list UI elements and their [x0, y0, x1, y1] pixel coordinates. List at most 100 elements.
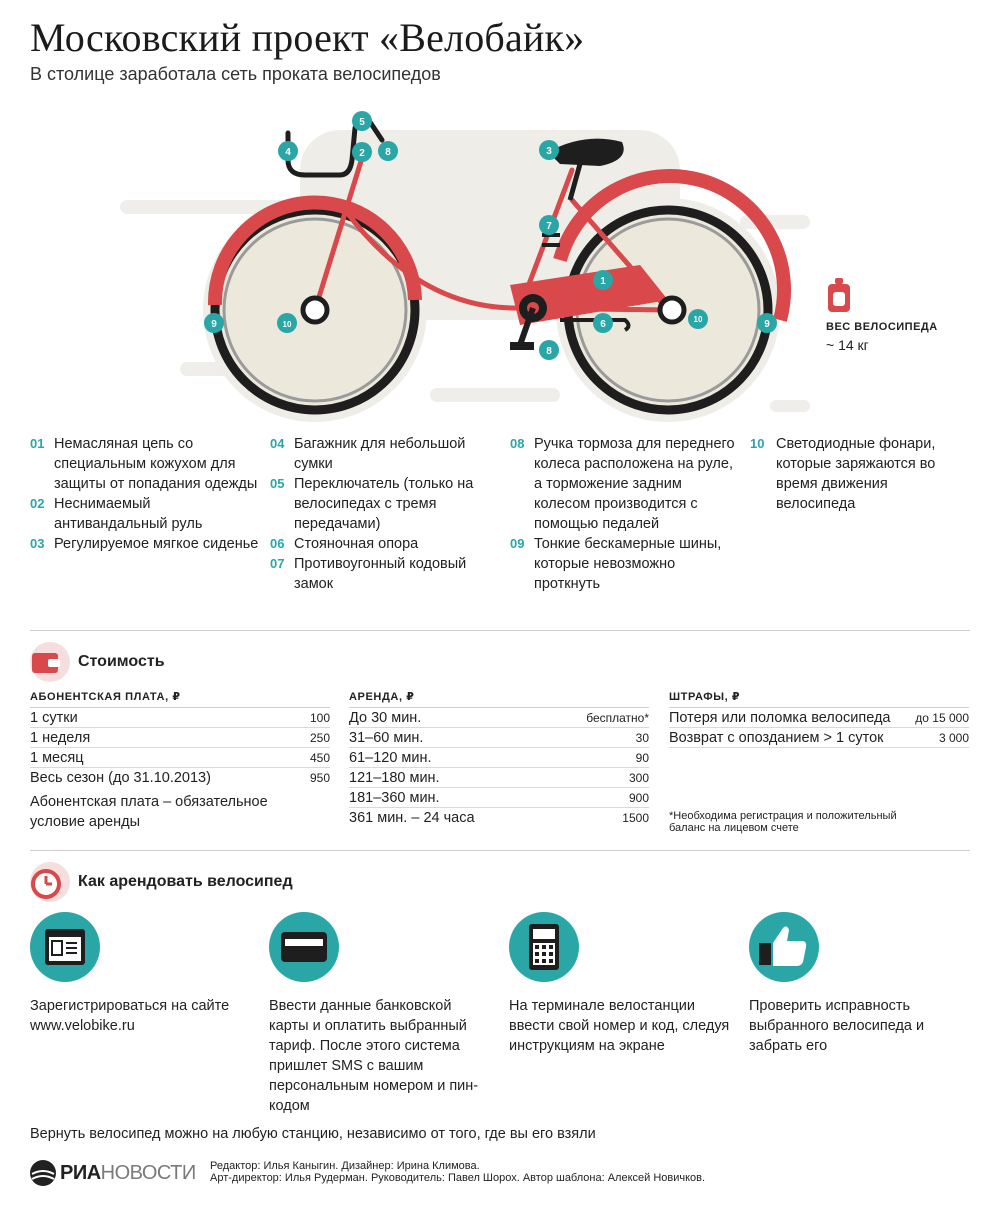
step-text: Зарегистрироваться на сайте www.velobike…	[30, 998, 230, 1034]
fines-table: ШТРАФЫ, ₽ Потеря или поломка велосипеда д…	[669, 686, 969, 748]
row-label: Возврат с опозданием > 1 суток	[669, 730, 884, 746]
row-value: до 15 000	[915, 711, 969, 725]
feature-number: 02	[30, 496, 45, 511]
logo-text-bold: РИА	[60, 1161, 101, 1184]
wallet-icon	[30, 642, 70, 682]
page-subtitle: В столице заработала сеть проката велоси…	[30, 64, 441, 84]
howto-title: Как арендовать велосипед	[78, 873, 293, 890]
table-row: 121–180 мин. 300	[349, 768, 649, 788]
svg-text:4: 4	[285, 147, 291, 158]
row-value: 30	[635, 731, 649, 745]
weight-label: ВЕС ВЕЛОСИПЕДА	[826, 321, 938, 333]
feature-text: Тонкие бескамерные шины, которые невозмо…	[534, 536, 722, 592]
credits: Редактор: Илья Каныгин. Дизайнер: Ирина …	[210, 1160, 705, 1184]
svg-text:8: 8	[385, 147, 391, 158]
step-text: Ввести данные банковской карты и оплатит…	[269, 998, 479, 1114]
row-label: Весь сезон (до 31.10.2013)	[30, 770, 211, 786]
row-value: 90	[635, 751, 649, 765]
feature-text: Багажник для небольшой сумки	[294, 436, 466, 472]
feature-number: 10	[750, 436, 765, 451]
step-text: Проверить исправность выбранного велосип…	[749, 998, 925, 1054]
features-col-4: 10 Светодиодные фонари, которые заряжаютс…	[750, 434, 960, 514]
feature-number: 03	[30, 536, 45, 551]
feature-item: 02 Неснимаемый антивандальный руль	[30, 494, 260, 534]
subscription-note: Абонентская плата – обязательное условие…	[30, 794, 268, 830]
row-label: 31–60 мин.	[349, 730, 424, 746]
svg-text:9: 9	[764, 319, 770, 330]
table-header: ШТРАФЫ, ₽	[669, 686, 969, 708]
feature-item: 03 Регулируемое мягкое сиденье	[30, 534, 260, 554]
divider	[30, 630, 970, 631]
svg-text:10: 10	[694, 315, 703, 324]
bike-drawing: 1 2 3 4 5 6 7 8 8 9 9 10 10	[120, 111, 810, 422]
table-row: 31–60 мин. 30	[349, 728, 649, 748]
row-value: 100	[309, 711, 330, 725]
svg-text:3: 3	[546, 146, 552, 157]
terminal-icon	[509, 912, 579, 982]
feature-number: 08	[510, 436, 525, 451]
page-title: Московский проект «Велобайк»	[30, 15, 585, 60]
feature-text: Ручка тормоза для переднего колеса распо…	[534, 436, 735, 532]
row-value: 950	[309, 771, 330, 785]
feature-text: Светодиодные фонари, которые заряжаются …	[776, 436, 936, 512]
feature-number: 05	[270, 476, 285, 491]
row-label: 1 неделя	[30, 730, 91, 746]
step-check: Проверить исправность выбранного велосип…	[749, 912, 974, 1056]
features-col-3: 08 Ручка тормоза для переднего колеса рас…	[510, 434, 740, 594]
svg-text:9: 9	[211, 319, 217, 330]
feature-text: Переключатель (только на велосипедах с т…	[294, 476, 474, 532]
feature-text: Немасляная цепь со специальным кожухом д…	[54, 436, 258, 492]
svg-text:7: 7	[546, 221, 552, 232]
credits-line-1: Редактор: Илья Каныгин. Дизайнер: Ирина …	[210, 1160, 480, 1172]
bank-card-icon	[269, 912, 339, 982]
table-row: 1 месяц 450	[30, 748, 330, 768]
row-value: 300	[628, 771, 649, 785]
row-label: 1 месяц	[30, 750, 84, 766]
table-row: До 30 мин. бесплатно*	[349, 708, 649, 728]
row-value: 900	[628, 791, 649, 805]
feature-item: 07 Противоугонный кодовый замок	[270, 554, 500, 594]
weight-icon	[828, 278, 850, 312]
row-value: 3 000	[938, 731, 969, 745]
row-label: До 30 мин.	[349, 710, 422, 726]
cost-section-header: Стоимость	[30, 642, 165, 682]
features-col-1: 01 Немасляная цепь со специальным кожухом…	[30, 434, 260, 554]
howto-section-header: Как арендовать велосипед	[30, 862, 293, 902]
step-register: Зарегистрироваться на сайте www.velobike…	[30, 912, 255, 1036]
weight-value: ~ 14 кг	[826, 337, 869, 353]
fines-footnote: *Необходима регистрация и положительный …	[669, 810, 897, 834]
feature-item: 05 Переключатель (только на велосипедах с…	[270, 474, 500, 534]
table-row: 1 сутки 100	[30, 708, 330, 728]
row-value: 450	[309, 751, 330, 765]
row-value: 250	[309, 731, 330, 745]
table-header: АРЕНДА, ₽	[349, 686, 649, 708]
row-label: 1 сутки	[30, 710, 78, 726]
feature-item: 04 Багажник для небольшой сумки	[270, 434, 500, 474]
table-row: Возврат с опозданием > 1 суток 3 000	[669, 728, 969, 748]
row-label: 181–360 мин.	[349, 790, 440, 806]
feature-text: Регулируемое мягкое сиденье	[54, 536, 259, 552]
bike-weight: ВЕС ВЕЛОСИПЕДА ~ 14 кг	[826, 278, 938, 353]
feature-text: Противоугонный кодовый замок	[294, 556, 467, 592]
feature-number: 07	[270, 556, 285, 571]
feature-number: 01	[30, 436, 45, 451]
svg-text:8: 8	[546, 346, 552, 357]
ria-novosti-logo: РИА НОВОСТИ	[30, 1160, 196, 1186]
rent-table: АРЕНДА, ₽ До 30 мин. бесплатно* 31–60 мин…	[349, 686, 649, 828]
row-value: 1500	[622, 811, 649, 825]
row-value: бесплатно*	[586, 711, 649, 725]
cost-title: Стоимость	[78, 653, 165, 670]
row-label: 361 мин. – 24 часа	[349, 810, 475, 826]
feature-item: 08 Ручка тормоза для переднего колеса рас…	[510, 434, 740, 534]
table-row: 61–120 мин. 90	[349, 748, 649, 768]
thumbs-up-icon	[749, 912, 819, 982]
row-label: Потеря или поломка велосипеда	[669, 710, 891, 726]
table-row: Весь сезон (до 31.10.2013) 950	[30, 768, 330, 788]
table-row: Потеря или поломка велосипеда до 15 000	[669, 708, 969, 728]
feature-item: 10 Светодиодные фонари, которые заряжаютс…	[750, 434, 960, 514]
step-terminal: На терминале велостанции ввести свой ном…	[509, 912, 734, 1056]
feature-item: 09 Тонкие бескамерные шины, которые невоз…	[510, 534, 740, 594]
table-row: 361 мин. – 24 часа 1500	[349, 808, 649, 828]
feature-item: 06 Стояночная опора	[270, 534, 500, 554]
row-label: 61–120 мин.	[349, 750, 432, 766]
